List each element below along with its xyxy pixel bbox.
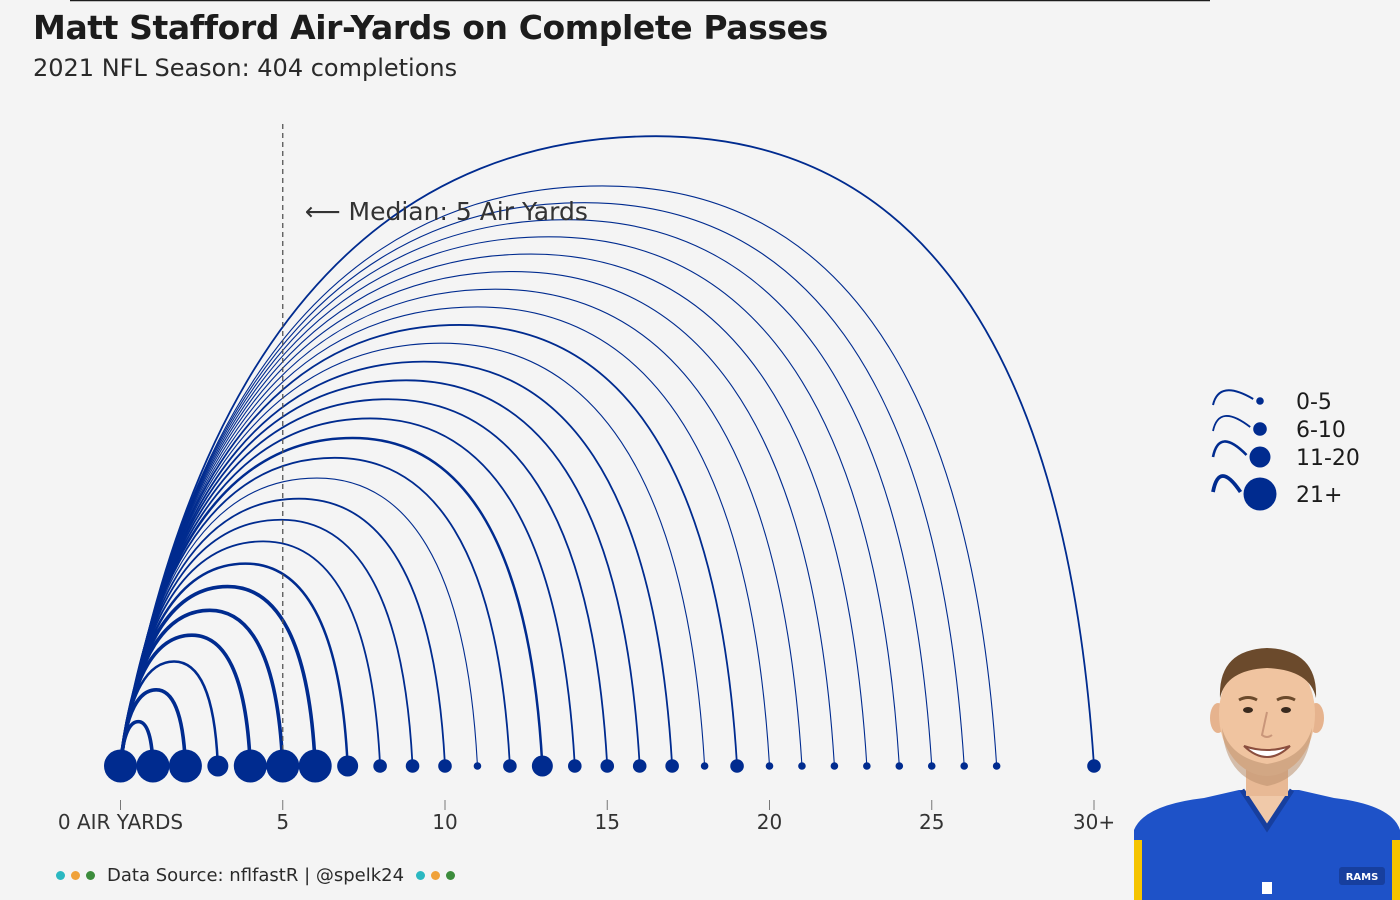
- point-6-yards: [298, 749, 332, 783]
- point-23-yards: [863, 762, 871, 770]
- decorative-dots-left: [56, 870, 101, 880]
- pass-arc-26: [119, 202, 965, 767]
- arcs-layer: [118, 135, 1095, 767]
- point-7-yards: [337, 755, 359, 777]
- pass-arc-10: [119, 497, 446, 767]
- pass-arc-30: [119, 135, 1095, 767]
- points-layer: [104, 749, 1101, 783]
- x-tick-label-30: 30+: [1073, 810, 1115, 834]
- pass-arc-13: [119, 436, 544, 767]
- point-5-yards: [266, 749, 300, 783]
- x-tick-label-0: 0 AIR YARDS: [58, 810, 183, 834]
- pass-arc-16: [119, 379, 641, 767]
- legend: 0-5 6-10 11-20 21+: [1211, 389, 1360, 511]
- legend-label-6-10: 6-10: [1296, 418, 1346, 443]
- pass-arc-25: [119, 219, 933, 767]
- x-tick-label-10: 10: [432, 810, 457, 834]
- legend-dot-11-20: [1249, 446, 1271, 468]
- legend-label-11-20: 11-20: [1296, 446, 1360, 471]
- point-18-yards: [700, 762, 709, 770]
- pass-arc-22: [119, 270, 835, 767]
- orange-dot-icon: [71, 870, 80, 880]
- teal-dot-icon: [56, 870, 65, 880]
- legend-dot-0-5: [1256, 397, 1264, 405]
- point-10-yards: [438, 759, 452, 773]
- point-9-yards: [405, 759, 420, 773]
- pass-arc-17: [119, 360, 674, 767]
- legend-dot-6-10: [1253, 422, 1267, 436]
- orange-dot-icon: [431, 870, 441, 880]
- legend-arc-11-20: [1211, 440, 1248, 458]
- point-12-yards: [503, 759, 517, 773]
- legend-arc-0-5: [1212, 389, 1254, 406]
- teal-dot-icon: [416, 870, 426, 880]
- point-22-yards: [830, 762, 839, 770]
- point-27-yards: [992, 762, 1001, 770]
- green-dot-icon: [446, 870, 456, 880]
- pass-arc-18: [119, 342, 706, 767]
- point-19-yards: [730, 759, 744, 773]
- legend-label-21+: 21+: [1296, 483, 1342, 508]
- jersey-logo: RAMS: [1346, 872, 1379, 883]
- point-14-yards: [568, 759, 582, 773]
- point-1-yards: [136, 749, 170, 783]
- median-annotation: ⟵ Median: 5 Air Yards: [305, 197, 588, 226]
- green-dot-icon: [86, 870, 95, 880]
- decorative-dots-right: [416, 870, 461, 880]
- x-axis-ticks: 0 AIR YARDS 5 10 15 20 25 30+: [58, 800, 1115, 834]
- pass-arc-9: [119, 518, 414, 767]
- point-8-yards: [373, 759, 387, 773]
- x-tick-label-15: 15: [595, 810, 620, 834]
- point-30-yards: [1087, 759, 1101, 773]
- chart-subtitle: 2021 NFL Season: 404 completions: [33, 54, 458, 82]
- point-17-yards: [665, 759, 679, 773]
- x-tick-label-5: 5: [276, 810, 289, 834]
- x-tick-label-25: 25: [919, 810, 944, 834]
- legend-label-0-5: 0-5: [1296, 390, 1332, 415]
- pass-arc-14: [119, 417, 576, 767]
- pass-arc-8: [119, 540, 381, 767]
- player-headshot: RAMS: [1134, 648, 1400, 900]
- point-20-yards: [765, 762, 774, 770]
- pass-arc-27: [119, 185, 998, 767]
- pass-arc-5: [118, 608, 285, 767]
- pass-arc-3: [119, 660, 220, 767]
- point-4-yards: [233, 749, 267, 783]
- point-21-yards: [798, 762, 806, 770]
- point-3-yards: [207, 755, 229, 777]
- point-24-yards: [895, 762, 904, 770]
- point-0-yards: [104, 749, 137, 783]
- point-11-yards: [473, 762, 482, 770]
- legend-arc-6-10: [1212, 415, 1251, 432]
- point-16-yards: [632, 759, 647, 773]
- chart-title: Matt Stafford Air-Yards on Complete Pass…: [33, 8, 828, 47]
- pass-arc-23: [119, 253, 868, 767]
- point-26-yards: [960, 762, 968, 770]
- pass-arc-15: [119, 398, 609, 767]
- point-15-yards: [600, 759, 615, 773]
- pass-arc-11: [119, 477, 478, 767]
- point-25-yards: [927, 762, 936, 770]
- pass-arc-19: [119, 324, 738, 767]
- legend-dot-21+: [1243, 477, 1277, 511]
- point-13-yards: [531, 755, 553, 777]
- pass-arc-20: [119, 306, 771, 767]
- point-2-yards: [168, 749, 202, 783]
- pass-arc-21: [119, 288, 803, 767]
- footer: Data Source: nflfastR | @spelk24: [56, 862, 467, 888]
- pass-arc-7: [119, 562, 349, 767]
- pass-arc-24: [119, 236, 900, 767]
- x-tick-label-20: 20: [757, 810, 782, 834]
- data-source-credit: Data Source: nflfastR | @spelk24: [107, 864, 405, 886]
- legend-arc-21+: [1211, 474, 1243, 494]
